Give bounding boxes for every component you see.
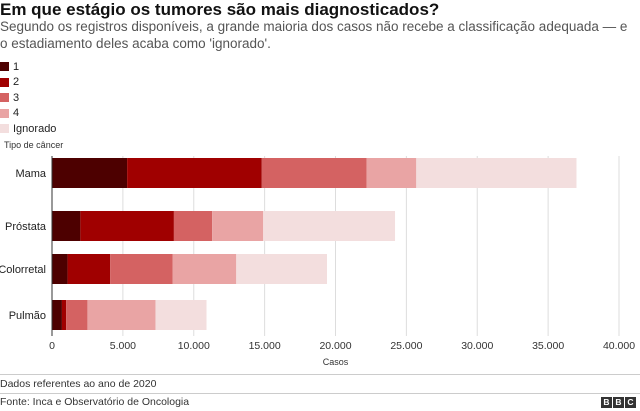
- x-tick-label: 30.000: [461, 340, 493, 352]
- x-tick-label: 20.000: [319, 340, 351, 352]
- legend-label: 1: [13, 60, 20, 73]
- legend-label: 4: [13, 107, 20, 120]
- x-tick-label: 5.000: [110, 340, 136, 352]
- bar-segment: [416, 158, 577, 188]
- category-label: Pulmão: [9, 310, 46, 322]
- x-tick-label: 35.000: [532, 340, 564, 352]
- x-tick-label: 25.000: [390, 340, 422, 352]
- bar-segment: [212, 211, 264, 241]
- bar-segment: [173, 211, 213, 241]
- legend: 1 2 3 4 Ignorado: [0, 59, 56, 137]
- chart-subtitle: Segundo os registros disponíveis, a gran…: [0, 19, 628, 51]
- legend-item: 1: [0, 59, 56, 75]
- bar-segment: [52, 211, 81, 241]
- y-axis-title: Tipo de câncer: [4, 140, 63, 150]
- legend-label: 3: [13, 91, 20, 104]
- legend-item: 2: [0, 75, 56, 91]
- logo-letter: C: [625, 397, 636, 408]
- x-tick-label: 0: [49, 340, 55, 352]
- legend-item: 4: [0, 106, 56, 122]
- bar-segment: [261, 158, 367, 188]
- logo-letter: B: [613, 397, 624, 408]
- data-note: Dados referentes ao ano de 2020: [0, 378, 157, 390]
- bar-segment: [366, 158, 417, 188]
- legend-label: 2: [13, 76, 20, 89]
- bar-segment: [52, 254, 68, 284]
- x-tick-label: 40.000: [603, 340, 635, 352]
- legend-swatch: [0, 93, 9, 103]
- legend-swatch: [0, 124, 9, 134]
- bar-segment: [61, 300, 67, 330]
- bar-segment: [236, 254, 327, 284]
- footer-divider: [0, 374, 640, 375]
- bar-segment: [52, 158, 128, 188]
- bar-segment: [67, 254, 111, 284]
- source-text: Fonte: Inca e Observatório de Oncologia: [0, 396, 190, 408]
- bar-segment: [110, 254, 173, 284]
- bar-segment: [155, 300, 207, 330]
- legend-swatch: [0, 62, 9, 72]
- footer-divider-2: [0, 393, 640, 394]
- bbc-logo: B B C: [601, 397, 636, 408]
- bar-segment: [80, 211, 174, 241]
- x-tick-label: 15.000: [249, 340, 281, 352]
- bar-segment: [66, 300, 88, 330]
- category-label: Próstata: [5, 221, 47, 233]
- legend-swatch: [0, 108, 9, 118]
- legend-item: 3: [0, 90, 56, 106]
- category-label: Colorretal: [0, 264, 46, 276]
- bar-segment: [87, 300, 156, 330]
- legend-item: Ignorado: [0, 121, 56, 137]
- bar-segment: [127, 158, 262, 188]
- x-axis-title: Casos: [323, 357, 349, 367]
- legend-swatch: [0, 77, 9, 87]
- bar-segment: [263, 211, 396, 241]
- chart-title: Em que estágio os tumores são mais diagn…: [0, 0, 440, 19]
- bar-segment: [172, 254, 237, 284]
- category-label: Mama: [15, 168, 46, 180]
- bar-segment: [52, 300, 62, 330]
- x-tick-label: 10.000: [178, 340, 210, 352]
- legend-label: Ignorado: [13, 122, 57, 135]
- logo-letter: B: [601, 397, 612, 408]
